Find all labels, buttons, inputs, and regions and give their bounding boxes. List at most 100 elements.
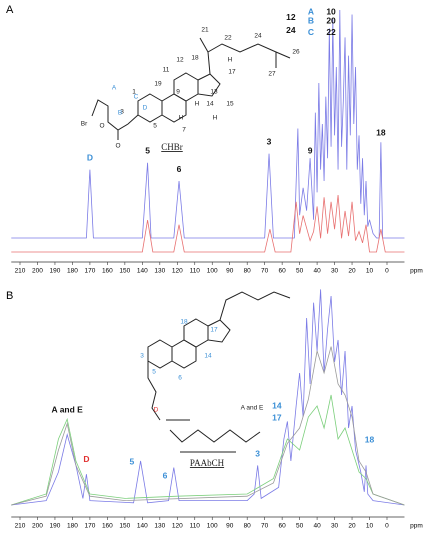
peak-label: 9	[308, 146, 313, 156]
peak-label: 17	[272, 412, 282, 422]
x-tick-label: 100	[207, 268, 218, 275]
spectrum-trace	[11, 194, 405, 253]
structure-label: 18	[180, 319, 188, 326]
structure-label: D	[143, 105, 148, 112]
structure-label: D	[154, 407, 159, 414]
peak-label: 3	[267, 136, 272, 146]
peak-label: 22	[326, 27, 336, 37]
structure-b	[147, 291, 291, 453]
x-tick-label: 160	[102, 523, 113, 530]
structure-label: A and E	[241, 405, 264, 412]
x-tick-label: 110	[190, 268, 201, 275]
structure-label: 17	[228, 69, 236, 76]
peak-label: 20	[326, 16, 336, 26]
x-axis-label: ppm	[410, 523, 423, 530]
structure-label: 14	[206, 101, 214, 108]
x-tick-label: 170	[84, 523, 95, 530]
x-tick-label: 180	[67, 523, 78, 530]
x-tick-label: 40	[313, 523, 321, 530]
peak-label: 10	[326, 7, 336, 17]
x-tick-label: 50	[296, 523, 304, 530]
structure-label: 19	[154, 81, 162, 88]
structure-label: 11	[163, 67, 170, 74]
spectrum-trace	[11, 394, 405, 506]
structure-label: 18	[191, 55, 199, 62]
structure-label: A	[112, 85, 117, 92]
peak-label: 5	[145, 146, 150, 156]
structure-label: Br	[81, 121, 88, 128]
x-tick-label: 70	[261, 268, 269, 275]
x-tick-label: 30	[331, 523, 339, 530]
x-tick-label: 150	[119, 523, 130, 530]
x-tick-label: 160	[102, 268, 113, 275]
x-tick-label: 180	[67, 268, 78, 275]
structure-label: 27	[268, 71, 276, 78]
peak-label: 5	[129, 456, 134, 466]
x-tick-label: 90	[226, 523, 234, 530]
x-tick-label: 190	[50, 268, 61, 275]
x-tick-label: 50	[296, 268, 304, 275]
x-tick-label: 130	[154, 523, 165, 530]
peak-label: 3	[255, 449, 260, 459]
structure-label: 3	[140, 353, 144, 360]
spectrum-trace	[11, 346, 405, 506]
peak-label: 18	[376, 127, 386, 137]
x-tick-label: 40	[313, 268, 321, 275]
peak-label: A	[308, 7, 314, 17]
x-tick-label: 200	[32, 268, 43, 275]
structure-label: O	[115, 143, 120, 150]
x-tick-label: 20	[348, 523, 356, 530]
x-tick-label: 60	[279, 523, 287, 530]
panel-label: A	[6, 4, 14, 16]
x-tick-label: 150	[119, 268, 130, 275]
structure-label: 5	[153, 123, 157, 130]
x-tick-label: 200	[32, 523, 43, 530]
x-tick-label: 190	[50, 523, 61, 530]
structure-label: 21	[201, 27, 209, 34]
x-tick-label: 100	[207, 523, 218, 530]
peak-label: D	[83, 454, 89, 464]
peak-label: 6	[163, 471, 168, 481]
structure-label: PAAbCH	[190, 458, 225, 468]
peak-label: 14	[272, 400, 282, 410]
structure-label: 9	[176, 89, 180, 96]
x-tick-label: 80	[244, 268, 252, 275]
structure-label: 7	[182, 127, 186, 134]
peak-label: 12	[286, 12, 296, 22]
structure-label: 5	[152, 369, 156, 376]
peak-label: C	[308, 27, 314, 37]
structure-label: 3	[120, 109, 124, 116]
structure-label: H	[228, 57, 233, 64]
panel-label: B	[6, 290, 13, 302]
structure-label: H	[213, 115, 218, 122]
structure-label: 26	[292, 49, 300, 56]
x-tick-label: 60	[279, 268, 287, 275]
x-tick-label: 120	[172, 523, 183, 530]
spectrum-trace	[11, 9, 405, 239]
spectrum-trace	[11, 289, 405, 506]
x-tick-label: 120	[172, 268, 183, 275]
x-tick-label: 140	[137, 268, 148, 275]
x-axis-label: ppm	[410, 268, 423, 275]
structure-label: 6	[178, 375, 182, 382]
structure-label: B	[118, 110, 122, 117]
structure-a	[91, 37, 291, 140]
structure-label: 12	[176, 57, 184, 64]
structure-label: CHBr	[161, 142, 183, 152]
x-tick-label: 80	[244, 523, 252, 530]
structure-label: 15	[226, 101, 234, 108]
structure-label: C	[134, 94, 139, 101]
structure-label: 14	[204, 353, 212, 360]
x-tick-label: 0	[385, 523, 389, 530]
structure-label: 22	[224, 35, 232, 42]
x-tick-label: 210	[15, 268, 26, 275]
peak-label: 24	[286, 25, 296, 35]
x-tick-label: 0	[385, 268, 389, 275]
x-tick-label: 110	[190, 523, 201, 530]
structure-label: 24	[254, 33, 262, 40]
x-tick-label: 70	[261, 523, 269, 530]
x-tick-label: 210	[15, 523, 26, 530]
structure-label: 13	[210, 89, 218, 96]
peak-label: A and E	[52, 405, 84, 415]
x-tick-label: 140	[137, 523, 148, 530]
